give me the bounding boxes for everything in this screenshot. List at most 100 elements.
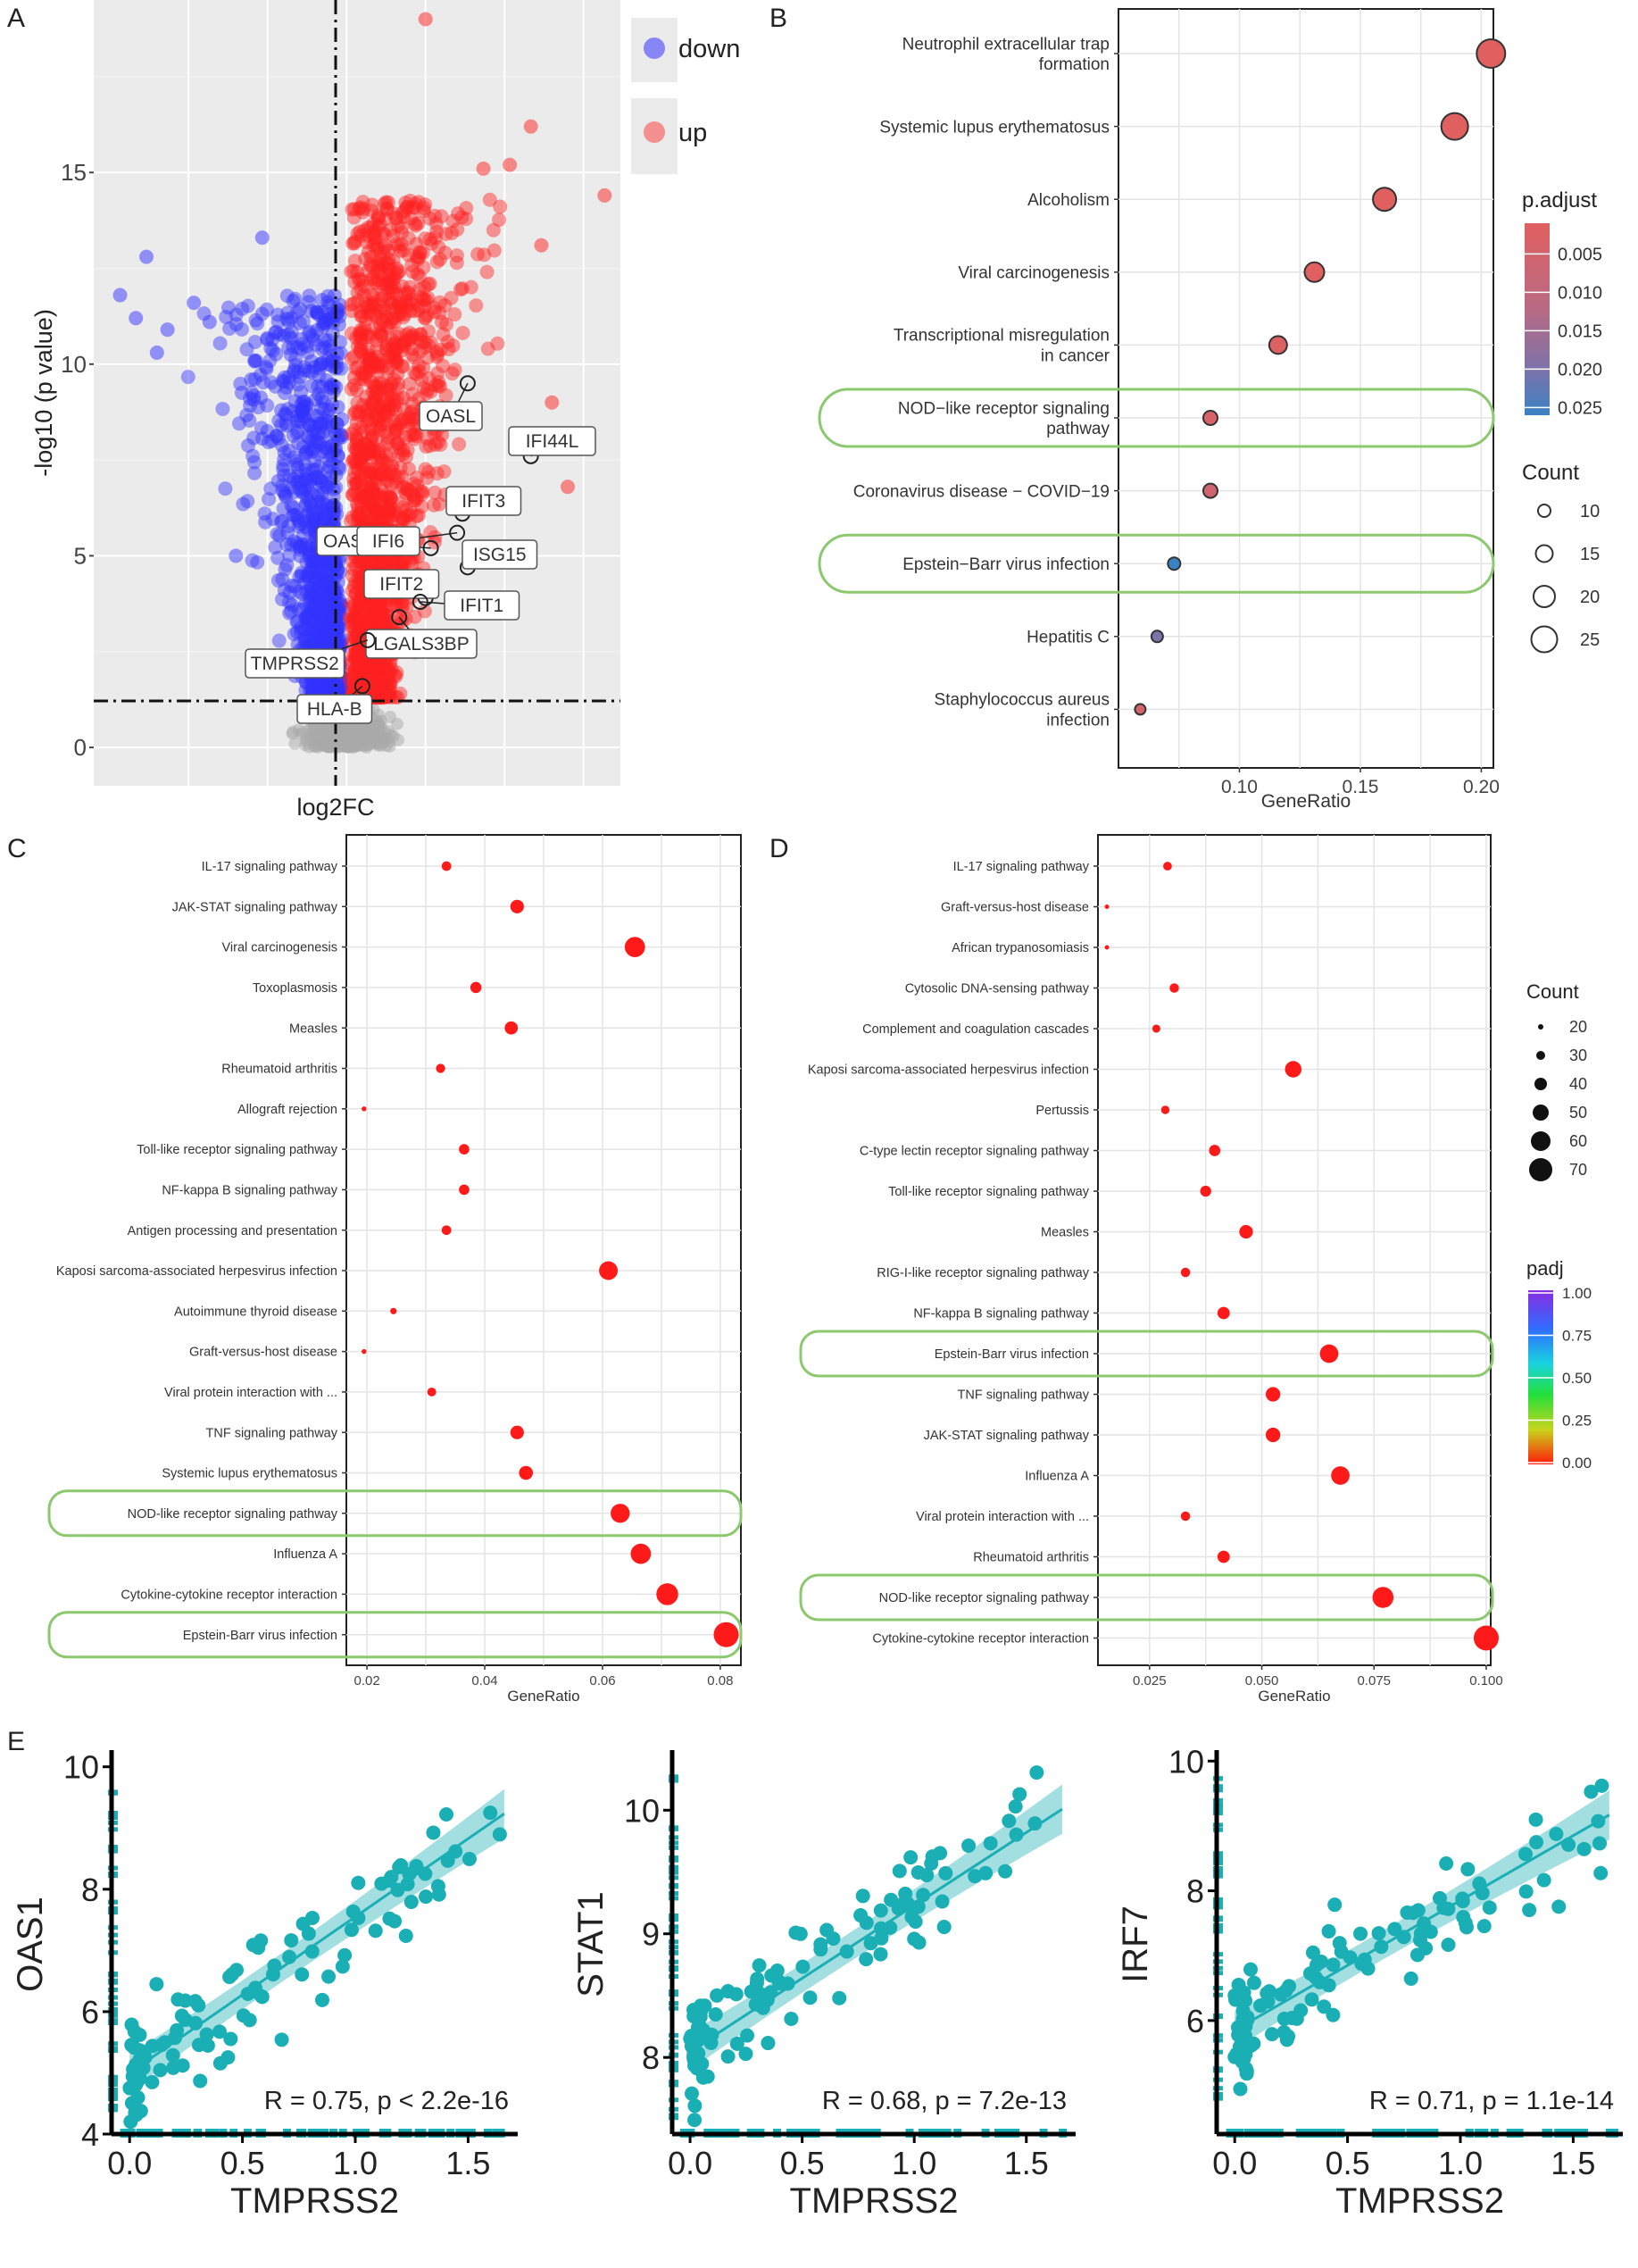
correlation-point [853, 1908, 869, 1923]
x-axis-title: TMPRSS2 [790, 2181, 959, 2221]
volcano-point-down [303, 590, 318, 605]
correlation-point [431, 1887, 446, 1902]
volcano-point-down [298, 520, 313, 535]
panel-d-size-legend-label: 50 [1569, 1104, 1587, 1121]
volcano-point-down [293, 302, 308, 317]
b-dot [1201, 482, 1218, 499]
volcano-point-down [335, 632, 350, 647]
c-category-label: NOD-like receptor signaling pathway [128, 1507, 338, 1522]
volcano-point-down [321, 459, 337, 474]
c-category-label: IL-17 signaling pathway [202, 860, 338, 874]
correlation-plot-oas1: 4 6 8 10 0.0 0.5 1.0 1.5 TMPRSS2 OAS1 R = 0.75, p … [11, 1749, 518, 2221]
volcano-point-up [377, 240, 392, 255]
correlation-point [998, 1864, 1013, 1879]
volcano-point-down [311, 630, 326, 645]
correlation-point [924, 1856, 939, 1872]
volcano-point-down [239, 342, 254, 357]
volcano-point-down [293, 414, 308, 429]
volcano-point-down [280, 402, 295, 417]
volcano-point-down [319, 441, 334, 456]
correlation-annotation: R = 0.68, p = 7.2e-13 [822, 2087, 1067, 2115]
correlation-point [1279, 2032, 1294, 2047]
d-category-label: Epstein-Barr virus infection [935, 1347, 1089, 1362]
y-axis-tick-label: 10 [1168, 1743, 1204, 1780]
correlation-point [242, 2013, 257, 2028]
correlation-point [403, 1895, 419, 1910]
correlation-point [1522, 1903, 1537, 1918]
d-dot [1169, 983, 1179, 993]
volcano-point-down [311, 494, 326, 509]
volcano-point-down [229, 548, 244, 563]
panel-letter-c: C [7, 834, 27, 863]
correlation-point [440, 1853, 455, 1868]
x-axis-tick-label: 1.5 [1551, 2145, 1595, 2181]
correlation-point [1517, 1847, 1533, 1862]
volcano-point-down [279, 312, 295, 327]
volcano-point-up [353, 343, 368, 358]
d-dot [1104, 945, 1110, 950]
volcano-point-down [250, 554, 265, 570]
correlation-point [1549, 1826, 1564, 1841]
correlation-point [1240, 2009, 1255, 2024]
volcano-point-down [290, 377, 305, 392]
volcano-point-down [307, 434, 322, 449]
volcano-point-down [318, 613, 333, 629]
volcano-point-up [493, 199, 508, 214]
c-x-tick-label: 0.04 [471, 1673, 497, 1688]
volcano-point-down [317, 445, 332, 460]
volcano-point-down [317, 636, 332, 651]
volcano-point-down [259, 302, 274, 317]
volcano-point-down [318, 625, 333, 640]
d-category-label: Cytokine-cytokine receptor interaction [872, 1632, 1089, 1647]
volcano-point-down [245, 553, 260, 568]
volcano-point-down [278, 488, 293, 503]
volcano-point-down [271, 633, 287, 648]
correlation-point [1326, 1957, 1341, 1972]
c-category-label: Viral protein interaction with ... [164, 1386, 337, 1400]
d-dot [1217, 1550, 1230, 1563]
correlation-point [1476, 1919, 1492, 1934]
volcano-point-down [262, 354, 278, 369]
correlation-point [784, 2012, 799, 2027]
volcano-point-down [312, 609, 328, 624]
panel-d-size-legend-dot [1534, 1078, 1547, 1090]
volcano-point-down [322, 343, 337, 358]
volcano-point-up [377, 227, 392, 242]
panel-d-size-legend-label: 20 [1569, 1018, 1587, 1036]
correlation-point [225, 1967, 240, 1982]
volcano-point-down [265, 343, 280, 358]
volcano-point-down [317, 332, 332, 347]
volcano-point-ns [292, 723, 305, 737]
correlation-point [1009, 1827, 1024, 1842]
volcano-point-ns [362, 736, 375, 749]
volcano-point-down [322, 402, 337, 417]
volcano-point-ns [357, 723, 370, 737]
volcano-point-down [315, 503, 330, 518]
panel-b-colorbar-tick-label: 0.005 [1558, 245, 1602, 264]
correlation-panels: 4 6 8 10 0.0 0.5 1.0 1.5 TMPRSS2 OAS1 R = 0.75, p … [11, 1743, 1623, 2221]
correlation-point [483, 1805, 498, 1821]
correlation-point [374, 1876, 389, 1891]
correlation-point [1441, 1938, 1456, 1953]
d-category-label: Rheumatoid arthritis [973, 1551, 1089, 1565]
volcano-point-up [418, 12, 433, 27]
c-dot [390, 1307, 397, 1314]
panel-letter-e: E [7, 1727, 25, 1756]
b-dot [1150, 630, 1164, 644]
volcano-point-down [336, 682, 351, 697]
volcano-point-down [260, 330, 275, 346]
volcano-point-up [389, 423, 404, 438]
correlation-point [891, 1901, 906, 1916]
volcano-point-down [305, 675, 320, 690]
volcano-point-down [160, 322, 175, 338]
volcano-point-down [298, 471, 313, 487]
volcano-point-up [434, 314, 449, 329]
correlation-point [1012, 1787, 1027, 1802]
correlation-point [1357, 1952, 1372, 1967]
b-category-label: Epstein−Barr virus infection [902, 555, 1110, 574]
volcano-point-up [432, 252, 447, 267]
volcano-point-down [301, 295, 316, 310]
panel-d-size-legend-label: 30 [1569, 1046, 1587, 1064]
volcano-point-down [295, 485, 311, 500]
volcano-point-up [432, 496, 447, 512]
